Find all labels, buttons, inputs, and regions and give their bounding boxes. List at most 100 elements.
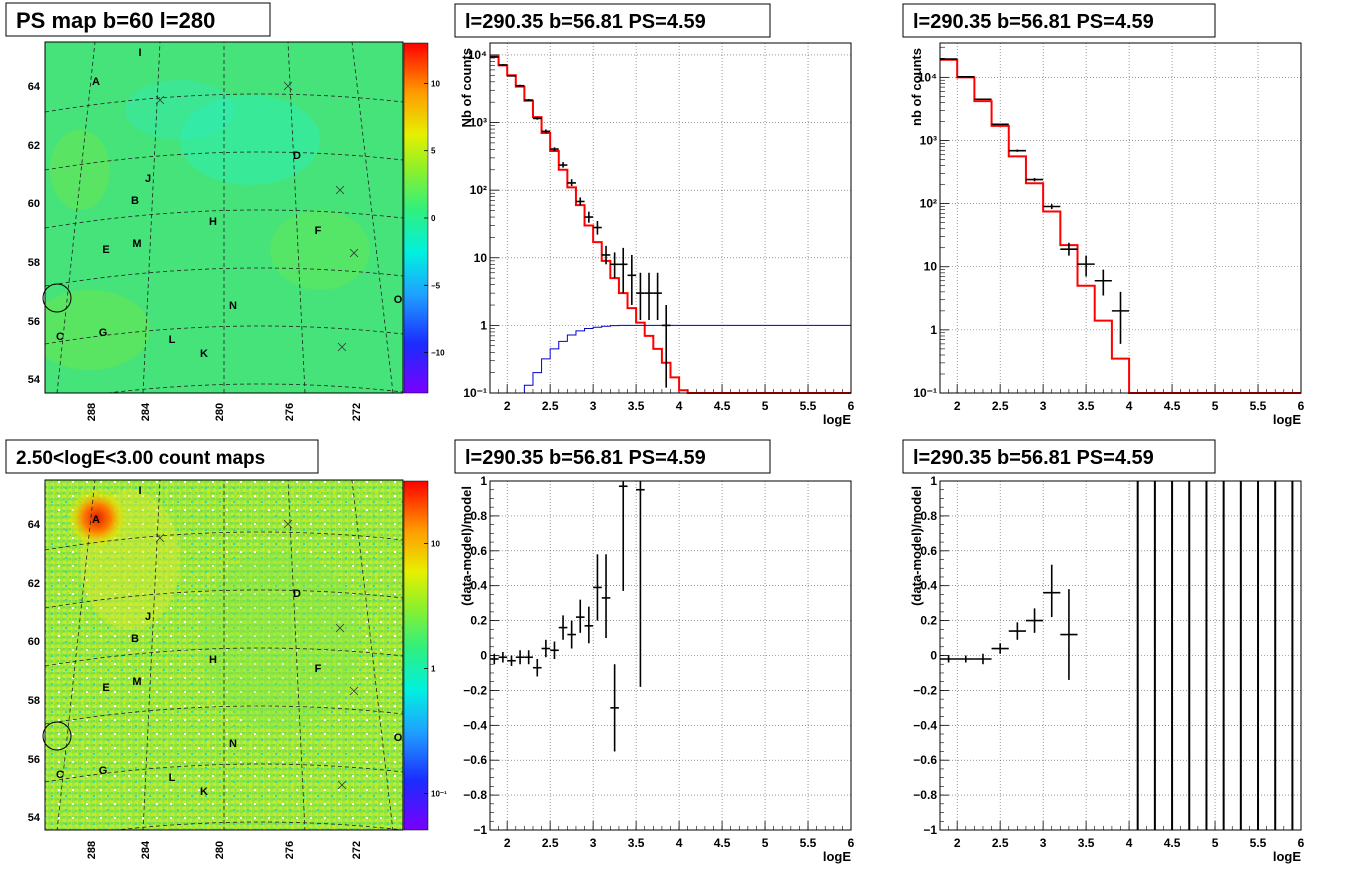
- data-point: [1111, 291, 1130, 344]
- lon-tick-label: 284: [140, 402, 152, 421]
- y-tick-label: −1: [923, 823, 937, 837]
- data-point: [575, 599, 585, 633]
- data-point: [593, 554, 602, 621]
- ps-map-frame: [44, 41, 404, 394]
- x-tick-label: 2: [504, 836, 511, 850]
- data-point: [584, 606, 594, 644]
- data-point: [1025, 608, 1044, 633]
- data-point: [515, 650, 525, 665]
- y-tick-label: 1: [930, 323, 937, 337]
- x-tick-label: 4: [676, 399, 683, 413]
- data-point: [1008, 149, 1026, 152]
- data-point: [1043, 564, 1061, 618]
- y-tick-label: 1: [480, 474, 487, 488]
- lat-grid-line: [104, 383, 403, 393]
- residual-chart-right: 2 2.5 3 3.5 4 4.5 5 5.5 6 −1 −0.8 −0.6 −0.4 −0.2 0 0.2 0…: [902, 439, 1305, 864]
- plot-frame: [939, 42, 1302, 394]
- data-point: [532, 117, 542, 120]
- data-point: [524, 98, 533, 102]
- y-tick-label: 0.4: [920, 579, 937, 593]
- lon-grid-line: [351, 42, 394, 393]
- lat-tick-label: 54: [28, 812, 41, 824]
- data-point: [567, 179, 576, 187]
- y-tick-label: 0: [480, 649, 487, 663]
- count-map-title-box: [5, 439, 319, 474]
- y-tick-label: 0.4: [470, 579, 487, 593]
- count-map-colorbar: [403, 480, 429, 831]
- lon-tick-label: 280: [214, 841, 226, 859]
- x-tick-label: 2.5: [542, 836, 559, 850]
- y-tick-label: 1: [480, 318, 487, 332]
- y-tick-label: 0.8: [470, 509, 487, 523]
- count-map-lat-ticks: 54 56 58 60 62 64: [28, 519, 41, 824]
- model-step-line: [490, 55, 851, 394]
- ps-map-source-labels: I A D JB H F E M N O C G L K: [56, 47, 403, 360]
- source-label: J: [145, 611, 151, 623]
- x-tick-label: 2.5: [992, 399, 1009, 413]
- source-cross-marker: [335, 185, 345, 195]
- lon-tick-label: 284: [140, 840, 152, 859]
- data-point: [610, 252, 619, 279]
- count-map-title: 2.50<logE<3.00 count maps: [16, 448, 265, 469]
- data-point: [957, 655, 975, 663]
- lat-tick-label: 54: [28, 374, 41, 386]
- source-label: C: [56, 331, 64, 343]
- colorbar-tick-label: 1: [431, 665, 436, 674]
- data-point: [974, 98, 992, 101]
- data-point: [601, 554, 611, 639]
- x-tick-label: 3.5: [628, 836, 645, 850]
- data-point: [1043, 204, 1061, 210]
- x-tick-label: 4: [676, 836, 683, 850]
- spectrum-chart-right: 2 2.5 3 3.5 4 4.5 5 5.5 6 10⁻¹ 1 10 10² 10³ 10⁴ logE nb …: [902, 3, 1305, 427]
- count-map-coordinate-grid: [45, 480, 403, 830]
- y-tick-label: −0.4: [913, 718, 937, 732]
- colorbar-tick-label: 0: [431, 214, 436, 223]
- data-point: [610, 664, 619, 752]
- y-axis-label: (data-model)/model: [909, 486, 924, 606]
- colorbar-tick-label: 10: [431, 79, 440, 88]
- x-tick-label: 5.5: [1250, 836, 1267, 850]
- x-tick-label: 6: [1298, 836, 1305, 850]
- data-point: [550, 147, 559, 151]
- residual-chart-left: 2 2.5 3 3.5 4 4.5 5 5.5 6 −1 −0.8 −0.6 −0.4 −0.2 0 0.2 0…: [454, 439, 855, 864]
- data-point: [627, 254, 637, 306]
- plot-frame: [489, 480, 852, 831]
- data-point: [558, 615, 568, 640]
- chart-title-box: [454, 439, 771, 474]
- lat-tick-label: 64: [28, 519, 41, 531]
- source-label: F: [315, 225, 322, 237]
- data-point: [567, 620, 576, 649]
- ps-map-lat-ticks: 54 56 58 60 62 64: [28, 81, 41, 386]
- lat-grid-line: [45, 531, 403, 551]
- lat-grid-line: [113, 821, 403, 830]
- data-point: [498, 64, 508, 66]
- x-tick-label: 2: [954, 399, 961, 413]
- y-tick-label: 10⁻¹: [913, 386, 937, 400]
- data-point: [974, 653, 992, 665]
- x-tick-label: 5.5: [800, 399, 817, 413]
- y-axis-label: nb of counts: [909, 48, 924, 126]
- y-tick-label: 10: [924, 260, 938, 274]
- source-label: C: [56, 769, 64, 781]
- source-cross-marker: [349, 248, 359, 258]
- lon-grid-line: [351, 480, 394, 830]
- lon-tick-label: 272: [351, 841, 363, 859]
- model-step-line: [940, 58, 1301, 394]
- chart-title-box: [902, 439, 1216, 474]
- data-point: [1094, 269, 1112, 296]
- lon-tick-label: 288: [86, 841, 98, 859]
- count-map-frame: [44, 479, 404, 831]
- lon-grid-line: [142, 480, 161, 830]
- y-tick-label: 10³: [470, 116, 487, 130]
- x-tick-label: 4.5: [1164, 836, 1181, 850]
- y-tick-label: 0.6: [920, 544, 937, 558]
- data-point: [1008, 622, 1026, 640]
- source-label: O: [394, 294, 403, 306]
- chart-title-box: [902, 3, 1216, 38]
- ps-map-lon-ticks: 288 284 280 276 272: [86, 402, 363, 421]
- source-label: K: [200, 348, 208, 360]
- count-map-crosses: [155, 519, 359, 790]
- x-tick-label: 2.5: [992, 836, 1009, 850]
- source-label: B: [131, 633, 139, 645]
- data-point: [1077, 255, 1095, 277]
